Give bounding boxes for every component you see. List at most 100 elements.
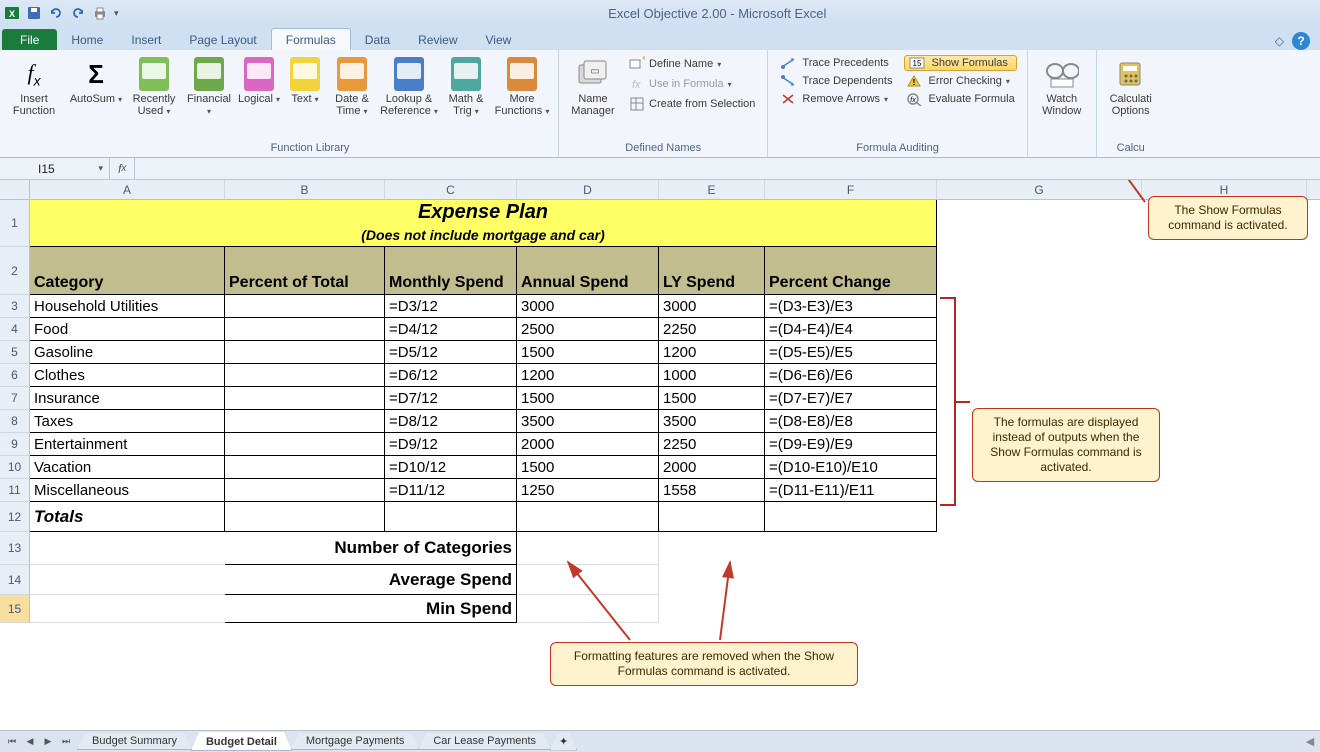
sheet-tab-mortgage[interactable]: Mortgage Payments	[291, 733, 419, 750]
cell-D3[interactable]: 3000	[517, 295, 659, 318]
sheet-tab-budget-detail[interactable]: Budget Detail	[191, 732, 292, 751]
cell-C6[interactable]: =D6/12	[385, 364, 517, 387]
rowhdr-11[interactable]: 11	[0, 479, 30, 502]
sheet-tab-carlease[interactable]: Car Lease Payments	[418, 733, 551, 750]
select-all-corner[interactable]	[0, 180, 30, 199]
sheet-nav-first[interactable]: ⏮	[4, 734, 20, 750]
tab-insert[interactable]: Insert	[117, 29, 175, 50]
rowhdr-14[interactable]: 14	[0, 565, 30, 595]
mathtrig-button[interactable]: Math & Trig ▾	[442, 53, 490, 118]
sheet-tab-new[interactable]: ✦	[550, 733, 577, 751]
cell-A6[interactable]: Clothes	[30, 364, 225, 387]
cell-C3[interactable]: =D3/12	[385, 295, 517, 318]
hdr-ly-spend[interactable]: LY Spend	[659, 247, 765, 295]
tab-data[interactable]: Data	[351, 29, 404, 50]
sheet-nav-prev[interactable]: ◀	[22, 734, 38, 750]
hdr-percent-change[interactable]: Percent Change	[765, 247, 937, 295]
cell-C11[interactable]: =D11/12	[385, 479, 517, 502]
cell-F8[interactable]: =(D8-E8)/E8	[765, 410, 937, 433]
cell-E10[interactable]: 2000	[659, 456, 765, 479]
cell-A9[interactable]: Entertainment	[30, 433, 225, 456]
rowhdr-12[interactable]: 12	[0, 502, 30, 532]
cell-F7[interactable]: =(D7-E7)/E7	[765, 387, 937, 410]
cell-E7[interactable]: 1500	[659, 387, 765, 410]
autosum-button[interactable]: Σ AutoSum ▾	[68, 53, 124, 106]
tab-formulas[interactable]: Formulas	[271, 28, 351, 50]
cell-E9[interactable]: 2250	[659, 433, 765, 456]
colhdr-A[interactable]: A	[30, 180, 225, 199]
cell-D11[interactable]: 1250	[517, 479, 659, 502]
cell-D6[interactable]: 1200	[517, 364, 659, 387]
cell-E6[interactable]: 1000	[659, 364, 765, 387]
cell-F4[interactable]: =(D4-E4)/E4	[765, 318, 937, 341]
cell-F3[interactable]: =(D3-E3)/E3	[765, 295, 937, 318]
cell-E8[interactable]: 3500	[659, 410, 765, 433]
cell-E4[interactable]: 2250	[659, 318, 765, 341]
datetime-button[interactable]: Date & Time ▾	[328, 53, 376, 118]
rowhdr-2[interactable]: 2	[0, 247, 30, 295]
cell-B6[interactable]	[225, 364, 385, 387]
use-in-formula-button[interactable]: fxUse in Formula ▾	[627, 75, 757, 93]
cell-C7[interactable]: =D7/12	[385, 387, 517, 410]
rowhdr-7[interactable]: 7	[0, 387, 30, 410]
name-manager-button[interactable]: ▭ Name Manager	[565, 53, 621, 117]
cell-D10[interactable]: 1500	[517, 456, 659, 479]
rowhdr-13[interactable]: 13	[0, 532, 30, 565]
save-icon[interactable]	[26, 5, 42, 21]
lookup-button[interactable]: Lookup & Reference ▾	[378, 53, 440, 118]
cell-B7[interactable]	[225, 387, 385, 410]
cell-F11[interactable]: =(D11-E11)/E11	[765, 479, 937, 502]
hdr-monthly-spend[interactable]: Monthly Spend	[385, 247, 517, 295]
insert-function-button[interactable]: fx Insert Function	[6, 53, 62, 117]
recently-used-button[interactable]: Recently Used ▾	[126, 53, 182, 118]
cell-A11[interactable]: Miscellaneous	[30, 479, 225, 502]
cell-A5[interactable]: Gasoline	[30, 341, 225, 364]
cell-C9[interactable]: =D9/12	[385, 433, 517, 456]
calc-options-button[interactable]: Calculati Options	[1103, 53, 1159, 117]
more-functions-button[interactable]: More Functions ▾	[492, 53, 552, 118]
cell-A4[interactable]: Food	[30, 318, 225, 341]
trace-dependents-button[interactable]: Trace Dependents	[778, 73, 894, 89]
cell-A10[interactable]: Vacation	[30, 456, 225, 479]
cell-B9[interactable]	[225, 433, 385, 456]
hdr-annual-spend[interactable]: Annual Spend	[517, 247, 659, 295]
evaluate-formula-button[interactable]: fxEvaluate Formula	[904, 91, 1016, 107]
watch-window-button[interactable]: Watch Window	[1034, 53, 1090, 117]
fx-icon[interactable]: fx	[110, 158, 135, 179]
cell-B3[interactable]	[225, 295, 385, 318]
rowhdr-15[interactable]: 15	[0, 595, 30, 623]
rowhdr-5[interactable]: 5	[0, 341, 30, 364]
rowhdr-4[interactable]: 4	[0, 318, 30, 341]
cell-B10[interactable]	[225, 456, 385, 479]
title-cell[interactable]: Expense Plan	[30, 200, 937, 224]
hdr-category[interactable]: Category	[30, 247, 225, 295]
print-icon[interactable]	[92, 5, 108, 21]
tab-pagelayout[interactable]: Page Layout	[175, 29, 270, 50]
rowhdr-3[interactable]: 3	[0, 295, 30, 318]
logical-button[interactable]: Logical ▾	[236, 53, 282, 106]
cell-D4[interactable]: 2500	[517, 318, 659, 341]
financial-button[interactable]: Financial ▾	[184, 53, 234, 118]
remove-arrows-button[interactable]: Remove Arrows ▾	[778, 91, 894, 107]
hdr-percent-total[interactable]: Percent of Total	[225, 247, 385, 295]
error-checking-button[interactable]: !Error Checking ▾	[904, 73, 1016, 89]
colhdr-E[interactable]: E	[659, 180, 765, 199]
tab-file[interactable]: File	[2, 29, 57, 50]
show-formulas-button[interactable]: 15Show Formulas	[904, 55, 1016, 71]
cell-B5[interactable]	[225, 341, 385, 364]
cell-D8[interactable]: 3500	[517, 410, 659, 433]
cell-A7[interactable]: Insurance	[30, 387, 225, 410]
cell-F10[interactable]: =(D10-E10)/E10	[765, 456, 937, 479]
cell-F6[interactable]: =(D6-E6)/E6	[765, 364, 937, 387]
cell-C10[interactable]: =D10/12	[385, 456, 517, 479]
tab-review[interactable]: Review	[404, 29, 471, 50]
cell-C5[interactable]: =D5/12	[385, 341, 517, 364]
rowhdr-9[interactable]: 9	[0, 433, 30, 456]
sheet-nav-next[interactable]: ▶	[40, 734, 56, 750]
cell-E11[interactable]: 1558	[659, 479, 765, 502]
colhdr-G[interactable]: G	[937, 180, 1142, 199]
cell-F5[interactable]: =(D5-E5)/E5	[765, 341, 937, 364]
avgspend-label[interactable]: Average Spend	[225, 565, 517, 595]
sheet-nav-last[interactable]: ⏭	[58, 734, 74, 750]
trace-precedents-button[interactable]: Trace Precedents	[778, 55, 894, 71]
